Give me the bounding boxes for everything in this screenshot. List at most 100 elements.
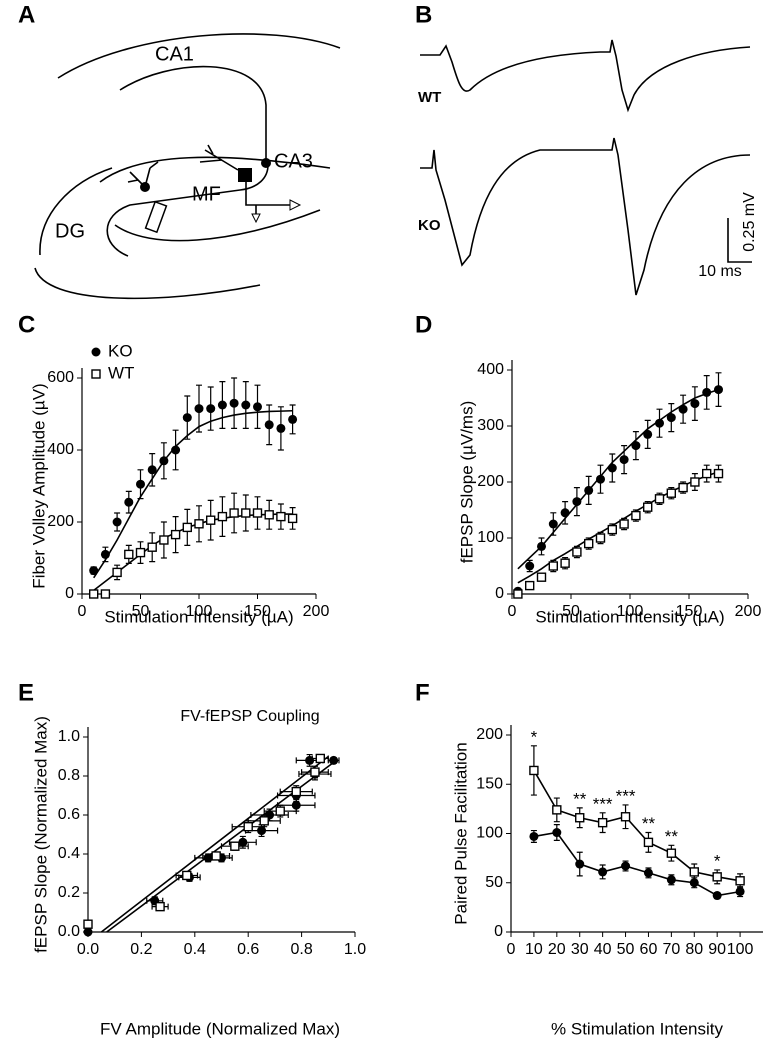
x-tick-label: 50	[562, 603, 580, 620]
marker	[690, 477, 700, 487]
hippocampus-diagram: CA1 CA3 MF DG	[34, 33, 341, 300]
marker	[548, 561, 558, 571]
series-line	[533, 831, 741, 897]
y-axis-label: Fiber Volley Amplitude (µV)	[29, 383, 48, 588]
marker	[584, 485, 594, 495]
x-tick-label: 40	[594, 941, 612, 958]
y-tick-label: 0.2	[58, 884, 80, 901]
marker	[666, 848, 677, 858]
y-tick-label: 200	[476, 726, 503, 743]
marker	[136, 479, 145, 489]
fit-line	[93, 409, 293, 579]
marker	[643, 502, 653, 512]
x-axis-label: Stimulation Intensity (µA)	[104, 607, 293, 626]
marker	[525, 561, 535, 571]
annotation: **	[573, 789, 587, 808]
marker	[536, 572, 547, 582]
marker	[714, 385, 723, 395]
outline	[34, 267, 261, 300]
outline	[39, 167, 113, 256]
marker	[643, 837, 654, 848]
annotation: ***	[616, 786, 636, 805]
marker	[655, 418, 664, 428]
annotation: **	[665, 827, 679, 846]
marker	[147, 465, 157, 475]
cell	[140, 182, 150, 192]
marker	[217, 511, 228, 522]
y-tick-label: 100	[477, 529, 504, 546]
marker	[217, 400, 227, 410]
marker	[89, 566, 99, 576]
marker	[666, 488, 676, 498]
annotation: ***	[593, 794, 613, 813]
marker	[243, 822, 253, 832]
marker	[584, 538, 594, 549]
y-tick-label: 400	[47, 441, 74, 458]
ko-trace	[420, 137, 751, 296]
marker	[702, 387, 712, 397]
marker	[124, 549, 134, 560]
marker	[275, 806, 285, 816]
x-tick-label: 0	[508, 603, 517, 620]
marker	[712, 872, 722, 882]
marker	[712, 891, 722, 901]
marker	[211, 851, 221, 861]
marker	[264, 420, 274, 430]
y-axis-label: Paired Pulse Facilitation	[451, 742, 470, 924]
y-tick-label: 600	[47, 369, 74, 386]
fit-line	[93, 513, 293, 592]
cell	[261, 158, 271, 168]
y-tick-label: 400	[477, 361, 504, 378]
y-tick-label: 150	[476, 775, 503, 792]
marker	[229, 398, 239, 408]
outline	[114, 209, 321, 242]
x-tick-label: 0.2	[130, 941, 152, 958]
region-label: DG	[55, 220, 85, 242]
marker	[560, 508, 570, 518]
electrode	[144, 200, 168, 234]
outline	[119, 65, 267, 160]
marker	[100, 589, 111, 599]
x-tick-label: 60	[640, 941, 658, 958]
marker	[631, 510, 641, 521]
trace-label: KO	[418, 217, 441, 234]
marker	[112, 567, 122, 578]
annotation: *	[714, 851, 721, 870]
marker	[259, 816, 269, 826]
x-tick-label: 0.6	[237, 941, 259, 958]
marker	[100, 549, 110, 559]
y-axis-label: fEPSP Slope (Normalized Max)	[31, 716, 50, 953]
marker	[159, 456, 169, 466]
marker	[513, 589, 523, 599]
marker	[548, 519, 558, 529]
chart-title: FV-fEPSP Coupling	[180, 708, 319, 725]
y-axis-label: fEPSP Slope (µV/ms)	[457, 401, 476, 564]
marker	[620, 812, 631, 822]
traces: WT KO 0.25 mV 10 ms	[418, 39, 758, 296]
x-axis-label: FV Amplitude (Normalized Max)	[100, 1019, 340, 1038]
x-tick-label: 50	[132, 603, 150, 620]
marker	[124, 497, 134, 507]
y-tick-label: 0.8	[58, 767, 80, 784]
marker	[315, 753, 325, 764]
legend-label: KO	[108, 341, 133, 360]
marker	[276, 511, 286, 522]
marker	[595, 533, 606, 543]
arrow	[251, 199, 302, 224]
marker	[678, 404, 688, 414]
marker	[230, 841, 240, 851]
marker	[253, 402, 262, 412]
marker	[205, 515, 216, 525]
panel-label: A	[18, 1, 35, 28]
marker	[525, 580, 535, 591]
recording-site	[238, 168, 252, 182]
marker	[155, 901, 165, 912]
marker	[572, 547, 582, 557]
marker	[678, 482, 688, 493]
marker	[735, 887, 745, 897]
x-axis-label: % Stimulation Intensity	[551, 1019, 723, 1038]
marker	[702, 468, 712, 479]
x-tick-label: 30	[571, 941, 589, 958]
outline	[99, 156, 331, 183]
marker	[310, 767, 320, 777]
